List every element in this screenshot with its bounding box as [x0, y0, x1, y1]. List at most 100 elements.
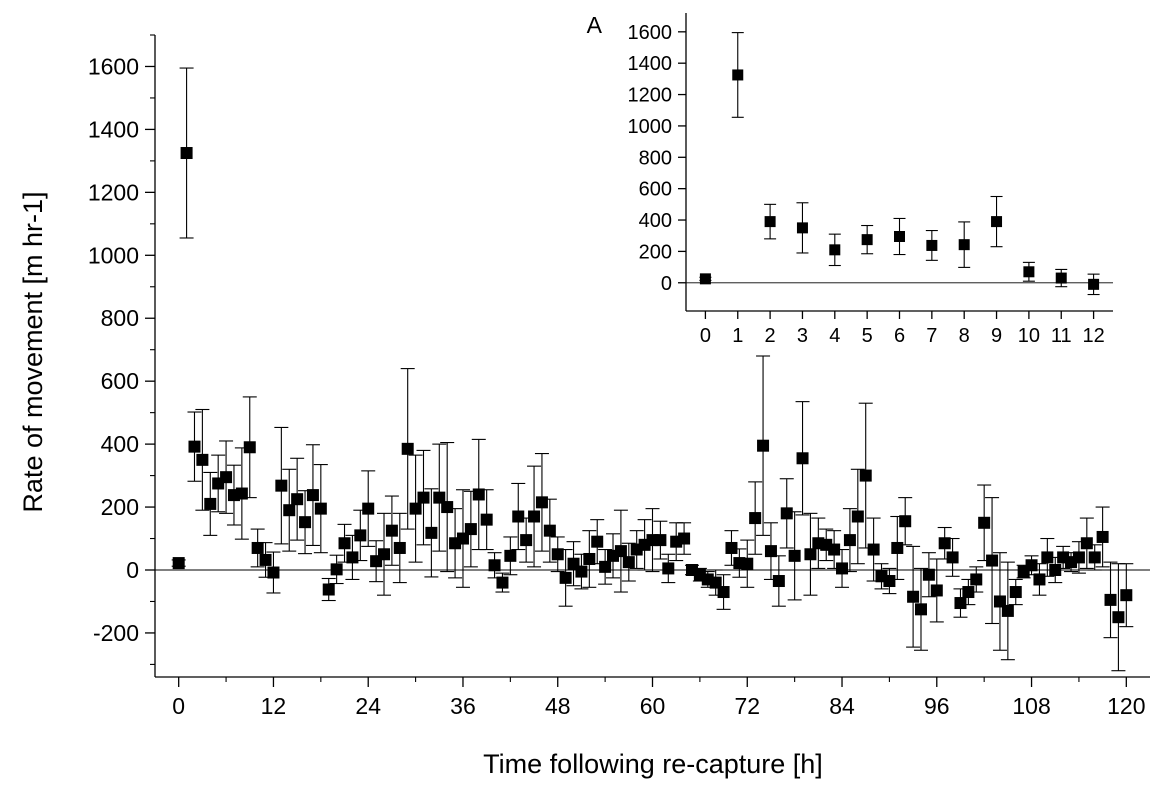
- main-data-point: [946, 551, 959, 564]
- main-data-point: [749, 512, 762, 525]
- main-y-tick-label: -200: [93, 620, 139, 646]
- main-y-tick-label: 1600: [88, 53, 139, 79]
- main-data-point: [172, 557, 185, 570]
- inset-data-point: [1055, 272, 1067, 284]
- inset-y-tick-label: 1200: [628, 85, 673, 107]
- main-y-tick-label: 200: [101, 494, 139, 520]
- main-x-tick-label: 108: [1012, 693, 1050, 719]
- inset-x-tick-label: 12: [1082, 325, 1104, 347]
- main-data-point: [346, 551, 359, 564]
- main-data-point: [433, 491, 446, 504]
- main-data-point: [528, 510, 541, 523]
- main-data-point: [741, 557, 754, 570]
- main-data-point: [330, 563, 343, 576]
- main-data-point: [717, 586, 730, 599]
- main-data-point: [986, 554, 999, 567]
- main-data-point: [828, 543, 841, 556]
- main-data-point: [417, 491, 430, 504]
- main-data-point: [283, 504, 296, 517]
- main-data-point: [662, 562, 675, 575]
- main-data-point: [591, 535, 604, 548]
- inset-data-point: [894, 231, 905, 242]
- inset-y-tick-label: 1000: [628, 116, 673, 138]
- main-data-point: [314, 502, 327, 515]
- inset-y-tick-label: 200: [639, 241, 672, 263]
- main-data-point: [378, 548, 391, 561]
- main-data-point: [843, 534, 856, 547]
- main-data-point: [654, 534, 667, 547]
- inset-x-tick-label: 6: [894, 325, 905, 347]
- inset-x-tick-label: 4: [829, 325, 840, 347]
- main-data-point: [291, 493, 304, 506]
- main-data-point: [512, 510, 525, 523]
- inset-panel-label: A: [587, 12, 603, 38]
- main-data-point: [954, 597, 967, 610]
- main-data-point: [204, 497, 217, 510]
- inset-x-tick-label: 2: [765, 325, 776, 347]
- inset-x-tick-label: 0: [700, 325, 711, 347]
- main-data-point: [1025, 559, 1038, 572]
- inset-data-point: [764, 216, 776, 228]
- main-x-tick-label: 0: [172, 693, 185, 719]
- main-data-point: [338, 537, 351, 550]
- main-data-point: [614, 545, 627, 558]
- main-data-point: [804, 548, 817, 561]
- main-data-point: [867, 543, 880, 556]
- inset-x-tick-label: 11: [1051, 325, 1072, 347]
- main-data-point: [1033, 573, 1046, 586]
- main-data-point: [409, 502, 422, 515]
- main-x-tick-label: 24: [355, 693, 381, 719]
- main-data-point: [480, 513, 493, 526]
- main-data-point: [914, 603, 927, 616]
- inset-y-tick-label: 0: [661, 273, 672, 295]
- main-x-tick-label: 60: [640, 693, 666, 719]
- main-data-point: [757, 439, 770, 452]
- main-data-point: [1120, 589, 1133, 602]
- main-data-point: [441, 501, 454, 514]
- main-data-point: [1088, 551, 1101, 564]
- main-data-point: [259, 553, 272, 566]
- main-data-point: [907, 590, 920, 603]
- inset-data-point: [796, 222, 808, 234]
- x-axis-title: Time following re-capture [h]: [483, 749, 823, 779]
- main-data-point: [456, 532, 469, 545]
- main-y-tick-label: 600: [101, 368, 139, 394]
- main-data-point: [599, 560, 612, 573]
- main-data-point: [883, 575, 896, 588]
- main-data-point: [306, 489, 319, 502]
- inset-data-point: [699, 273, 711, 285]
- main-data-point: [393, 541, 406, 554]
- main-data-point: [970, 573, 983, 586]
- main-data-point: [267, 566, 280, 579]
- main-data-point: [275, 479, 288, 492]
- main-data-point: [496, 576, 509, 589]
- main-data-point: [938, 537, 951, 550]
- main-data-point: [1104, 593, 1117, 606]
- inset-data-point: [926, 239, 938, 251]
- main-data-point: [978, 516, 991, 529]
- main-data-point: [962, 586, 975, 599]
- main-data-point: [1080, 537, 1093, 550]
- main-x-tick-label: 36: [450, 693, 476, 719]
- main-y-tick-label: 1200: [88, 179, 139, 205]
- main-data-point: [575, 565, 588, 578]
- main-data-point: [180, 147, 193, 160]
- main-data-point: [401, 442, 414, 455]
- main-x-tick-label: 120: [1107, 693, 1145, 719]
- main-data-point: [1001, 604, 1014, 617]
- inset-y-tick-label: 1600: [628, 22, 673, 44]
- main-data-point: [899, 515, 912, 528]
- main-data-point: [851, 510, 864, 523]
- main-data-point: [362, 502, 375, 515]
- main-data-point: [543, 524, 556, 537]
- main-data-point: [930, 584, 943, 597]
- main-y-tick-label: 0: [126, 557, 139, 583]
- inset-data-point: [1023, 266, 1035, 278]
- main-data-point: [836, 562, 849, 575]
- inset-x-tick-label: 5: [862, 325, 873, 347]
- main-y-tick-label: 400: [101, 431, 139, 457]
- main-data-point: [1112, 611, 1125, 624]
- main-data-point: [235, 487, 248, 500]
